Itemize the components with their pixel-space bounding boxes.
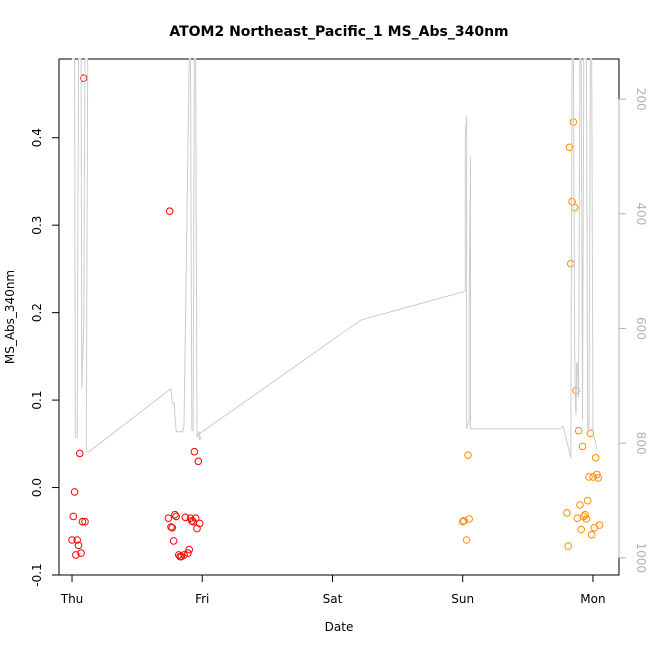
- data-point-0-3: [72, 551, 80, 559]
- data-point-1-13: [573, 514, 582, 523]
- x-axis-label: Date: [325, 620, 354, 634]
- data-point-0-7: [77, 549, 85, 557]
- data-point-1-28: [593, 470, 601, 479]
- data-point-0-24: [185, 545, 193, 554]
- data-point-0-29: [191, 514, 200, 523]
- data-point-0-6: [76, 449, 84, 458]
- data-point-1-1: [460, 517, 468, 525]
- data-point-0-4: [73, 536, 81, 544]
- data-point-0-13: [167, 523, 175, 531]
- data-point-0-21: [180, 551, 188, 559]
- data-point-1-30: [595, 521, 604, 529]
- x-tick-label-0: Thu: [60, 592, 84, 606]
- data-point-0-32: [195, 519, 204, 528]
- data-point-1-23: [586, 429, 595, 438]
- series-line-2: [72, 58, 598, 458]
- y-tick-label-3: 0.2: [30, 303, 44, 322]
- data-point-0-14: [168, 524, 177, 532]
- data-point-1-4: [465, 515, 474, 523]
- y-tick-label-0: -0.1: [30, 563, 44, 586]
- data-point-0-28: [190, 447, 199, 456]
- y2-tick-label-1: 400: [634, 202, 648, 225]
- data-point-1-6: [564, 542, 573, 550]
- data-point-1-3: [464, 451, 472, 460]
- data-point-1-20: [582, 515, 591, 523]
- data-point-1-21: [583, 496, 592, 505]
- data-point-1-0: [458, 517, 467, 526]
- plot-area-border: [58, 58, 620, 576]
- y2-tick-label-3: 800: [634, 432, 648, 455]
- data-point-0-12: [165, 207, 174, 215]
- data-point-1-17: [578, 442, 587, 451]
- data-point-1-18: [580, 512, 588, 521]
- data-point-1-2: [462, 536, 471, 544]
- data-point-0-8: [78, 517, 87, 526]
- x-tick-label-2: Sat: [323, 592, 343, 606]
- y2-tick-label-4: 1000: [634, 543, 648, 574]
- data-point-1-27: [591, 454, 600, 462]
- y2-tick-label-2: 600: [634, 317, 648, 340]
- data-point-0-17: [172, 512, 180, 521]
- y-tick-label-4: 0.3: [30, 216, 44, 235]
- x-tick-label-1: Fri: [195, 592, 209, 606]
- data-point-0-9: [79, 74, 88, 82]
- data-point-0-15: [169, 537, 178, 545]
- data-point-1-14: [574, 426, 583, 435]
- data-point-0-1: [69, 512, 78, 521]
- x-tick-label-3: Sun: [451, 592, 474, 606]
- chart-title: ATOM2 Northeast_Pacific_1 MS_Abs_340nm: [169, 24, 508, 40]
- data-point-1-29: [594, 474, 603, 482]
- series-layer: [68, 58, 604, 561]
- data-point-1-7: [565, 143, 574, 152]
- y-tick-label-2: 0.1: [30, 391, 44, 410]
- data-point-1-24: [587, 531, 596, 539]
- data-point-0-23: [184, 549, 192, 557]
- data-point-0-10: [81, 517, 89, 526]
- y-axis-label: MS_Abs_340nm: [3, 270, 17, 364]
- data-point-0-2: [70, 488, 79, 496]
- y-tick-label-5: 0.4: [30, 128, 44, 147]
- data-point-0-11: [164, 514, 173, 523]
- data-point-0-22: [181, 513, 190, 522]
- data-point-1-25: [589, 473, 597, 481]
- data-point-1-5: [563, 509, 571, 517]
- axis-layer: Thu Fri Sat Sun Mon -0.1 0.0 0.1 0.2 0.3 0.4 200 400…: [30, 88, 648, 606]
- data-point-0-5: [74, 541, 83, 550]
- data-point-1-11: [570, 203, 579, 212]
- data-point-1-15: [576, 501, 584, 509]
- y-tick-label-1: 0.0: [30, 478, 44, 497]
- data-point-1-22: [585, 473, 593, 481]
- data-point-1-16: [577, 525, 586, 534]
- x-tick-label-4: Mon: [580, 592, 605, 606]
- data-point-0-16: [171, 510, 179, 519]
- y2-tick-label-0: 200: [634, 88, 648, 111]
- data-point-1-19: [581, 510, 589, 519]
- data-point-1-8: [567, 259, 575, 268]
- data-point-0-31: [194, 457, 203, 466]
- data-point-0-0: [68, 536, 76, 544]
- data-point-0-26: [188, 517, 196, 525]
